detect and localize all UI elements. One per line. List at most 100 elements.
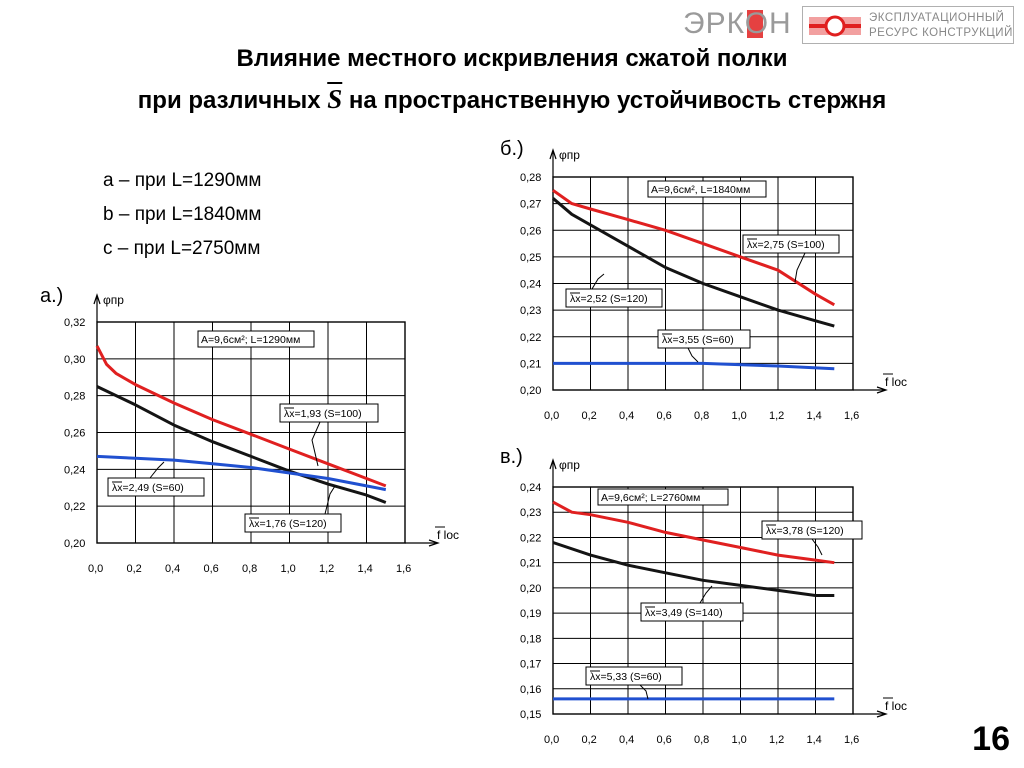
x-tick-label: 1,0 <box>732 734 747 746</box>
x-tick-label: 1,4 <box>807 410 822 422</box>
y-tick-label: 0,22 <box>64 501 85 513</box>
x-arrowhead-icon <box>876 386 888 394</box>
series-label-box <box>585 666 683 686</box>
series-label-leader <box>639 684 649 700</box>
page-title-line2: при различных S на пространственную усто… <box>0 82 1024 118</box>
x-tick-label: 0,8 <box>694 734 709 746</box>
y-arrowhead-icon <box>549 458 557 470</box>
plot-frame <box>552 176 854 391</box>
y-tick-label: 0,18 <box>520 633 541 645</box>
series-label-leader <box>311 421 321 467</box>
y-arrowhead-icon <box>549 148 557 160</box>
series-line-red <box>552 500 835 565</box>
x-arrowhead-icon <box>428 539 440 547</box>
x-tick-label: 1,4 <box>807 734 822 746</box>
x-tick-label: 1,6 <box>844 734 859 746</box>
x-tick-label: 0,6 <box>657 734 672 746</box>
series-line-red <box>552 189 836 307</box>
y-tick-label: 0,23 <box>520 507 541 519</box>
series-label-leader <box>324 485 336 515</box>
y-axis-label: φпр <box>103 293 124 307</box>
y-tick-label: 0,27 <box>520 199 541 211</box>
series-line-blue <box>553 361 835 371</box>
info-box-text: A=9,6см²; L=2760мм <box>601 492 700 504</box>
series-label-box <box>742 234 840 254</box>
y-tick-label: 0,24 <box>520 482 541 494</box>
y-tick-label: 0,30 <box>64 354 85 366</box>
title-line2-start: при различных <box>137 87 328 114</box>
series-label: λx=2,75 (S=100) <box>747 239 825 251</box>
plot-frame <box>96 321 406 544</box>
series-line-red <box>95 345 387 488</box>
panel-label: б.) <box>500 138 524 160</box>
y-tick-label: 0,20 <box>64 538 85 550</box>
y-tick-label: 0,24 <box>64 464 85 476</box>
x-tick-label: 0,2 <box>127 563 142 575</box>
series-label: λx=3,55 (S=60) <box>662 334 734 346</box>
series-line-black <box>552 197 835 328</box>
y-tick-label: 0,22 <box>520 332 541 344</box>
info-box <box>647 180 767 198</box>
panel-label: а.) <box>40 285 63 307</box>
y-arrowhead-icon <box>93 293 101 305</box>
resource-logo-line1: ЭКСПЛУАТАЦИОННЫЙ <box>869 12 1005 24</box>
series-label-box <box>565 288 663 308</box>
erkon-logo: ЭРКОН <box>683 6 793 42</box>
y-tick-label: 0,20 <box>520 583 541 595</box>
series-label: λx=5,33 (S=60) <box>590 671 662 683</box>
y-tick-label: 0,23 <box>520 305 541 317</box>
x-tick-label: 0,6 <box>657 410 672 422</box>
x-tick-label: 0,8 <box>694 410 709 422</box>
panel-label: в.) <box>500 446 523 468</box>
series-label-leader <box>699 585 713 604</box>
series-label-leader <box>687 347 699 363</box>
series-label: λx=1,76 (S=120) <box>249 518 327 530</box>
y-axis-label: φпр <box>559 148 580 162</box>
y-axis-label: φпр <box>559 458 580 472</box>
y-tick-label: 0,22 <box>520 532 541 544</box>
x-tick-label: 0,4 <box>619 410 634 422</box>
x-tick-label: 1,2 <box>769 734 784 746</box>
y-tick-label: 0,20 <box>520 385 541 397</box>
series-label-leader <box>811 538 823 556</box>
series-label: λx=2,49 (S=60) <box>112 482 184 494</box>
y-tick-label: 0,19 <box>520 608 541 620</box>
info-box-text: A=9,6см²; L=1290мм <box>201 334 300 346</box>
x-tick-label: 0,0 <box>544 410 559 422</box>
resource-logo: ЭКСПЛУАТАЦИОННЫЙ РЕСУРС КОНСТРУКЦИЙ <box>802 6 1014 44</box>
case-item-b: b – при L=1840мм <box>103 204 262 225</box>
x-axis-label: f loc <box>885 699 907 713</box>
x-tick-label: 1,6 <box>844 410 859 422</box>
series-line-black <box>552 541 835 597</box>
x-tick-label: 0,0 <box>544 734 559 746</box>
page-title-line1: Влияние местного искривления сжатой полк… <box>236 45 788 72</box>
x-tick-label: 1,0 <box>281 563 296 575</box>
x-tick-label: 0,6 <box>204 563 219 575</box>
series-line-black <box>96 385 387 504</box>
case-list: a – при L=1290мм b – при L=1840мм c – пр… <box>103 164 262 266</box>
y-tick-label: 0,21 <box>520 558 541 570</box>
y-tick-label: 0,32 <box>64 317 85 329</box>
series-label-box <box>107 477 205 497</box>
series-label-box <box>279 403 379 423</box>
info-box <box>197 330 315 348</box>
x-tick-label: 1,4 <box>358 563 373 575</box>
x-tick-label: 0,8 <box>242 563 257 575</box>
y-tick-label: 0,25 <box>520 252 541 264</box>
y-tick-label: 0,24 <box>520 279 541 291</box>
series-label: λx=3,78 (S=120) <box>766 525 844 537</box>
x-tick-label: 1,2 <box>319 563 334 575</box>
y-tick-label: 0,26 <box>64 428 85 440</box>
series-label-box <box>657 329 751 349</box>
series-label-box <box>640 602 744 622</box>
x-axis-label: f loc <box>885 375 907 389</box>
series-label-leader <box>149 461 165 479</box>
y-tick-label: 0,16 <box>520 684 541 696</box>
series-label-box <box>244 513 342 533</box>
title-s-symbol: S <box>327 84 343 114</box>
series-label-leader <box>794 252 806 283</box>
x-tick-label: 1,2 <box>769 410 784 422</box>
y-tick-label: 0,28 <box>520 172 541 184</box>
erkon-logo-text: ЭРКОН <box>683 7 792 40</box>
y-tick-label: 0,17 <box>520 659 541 671</box>
